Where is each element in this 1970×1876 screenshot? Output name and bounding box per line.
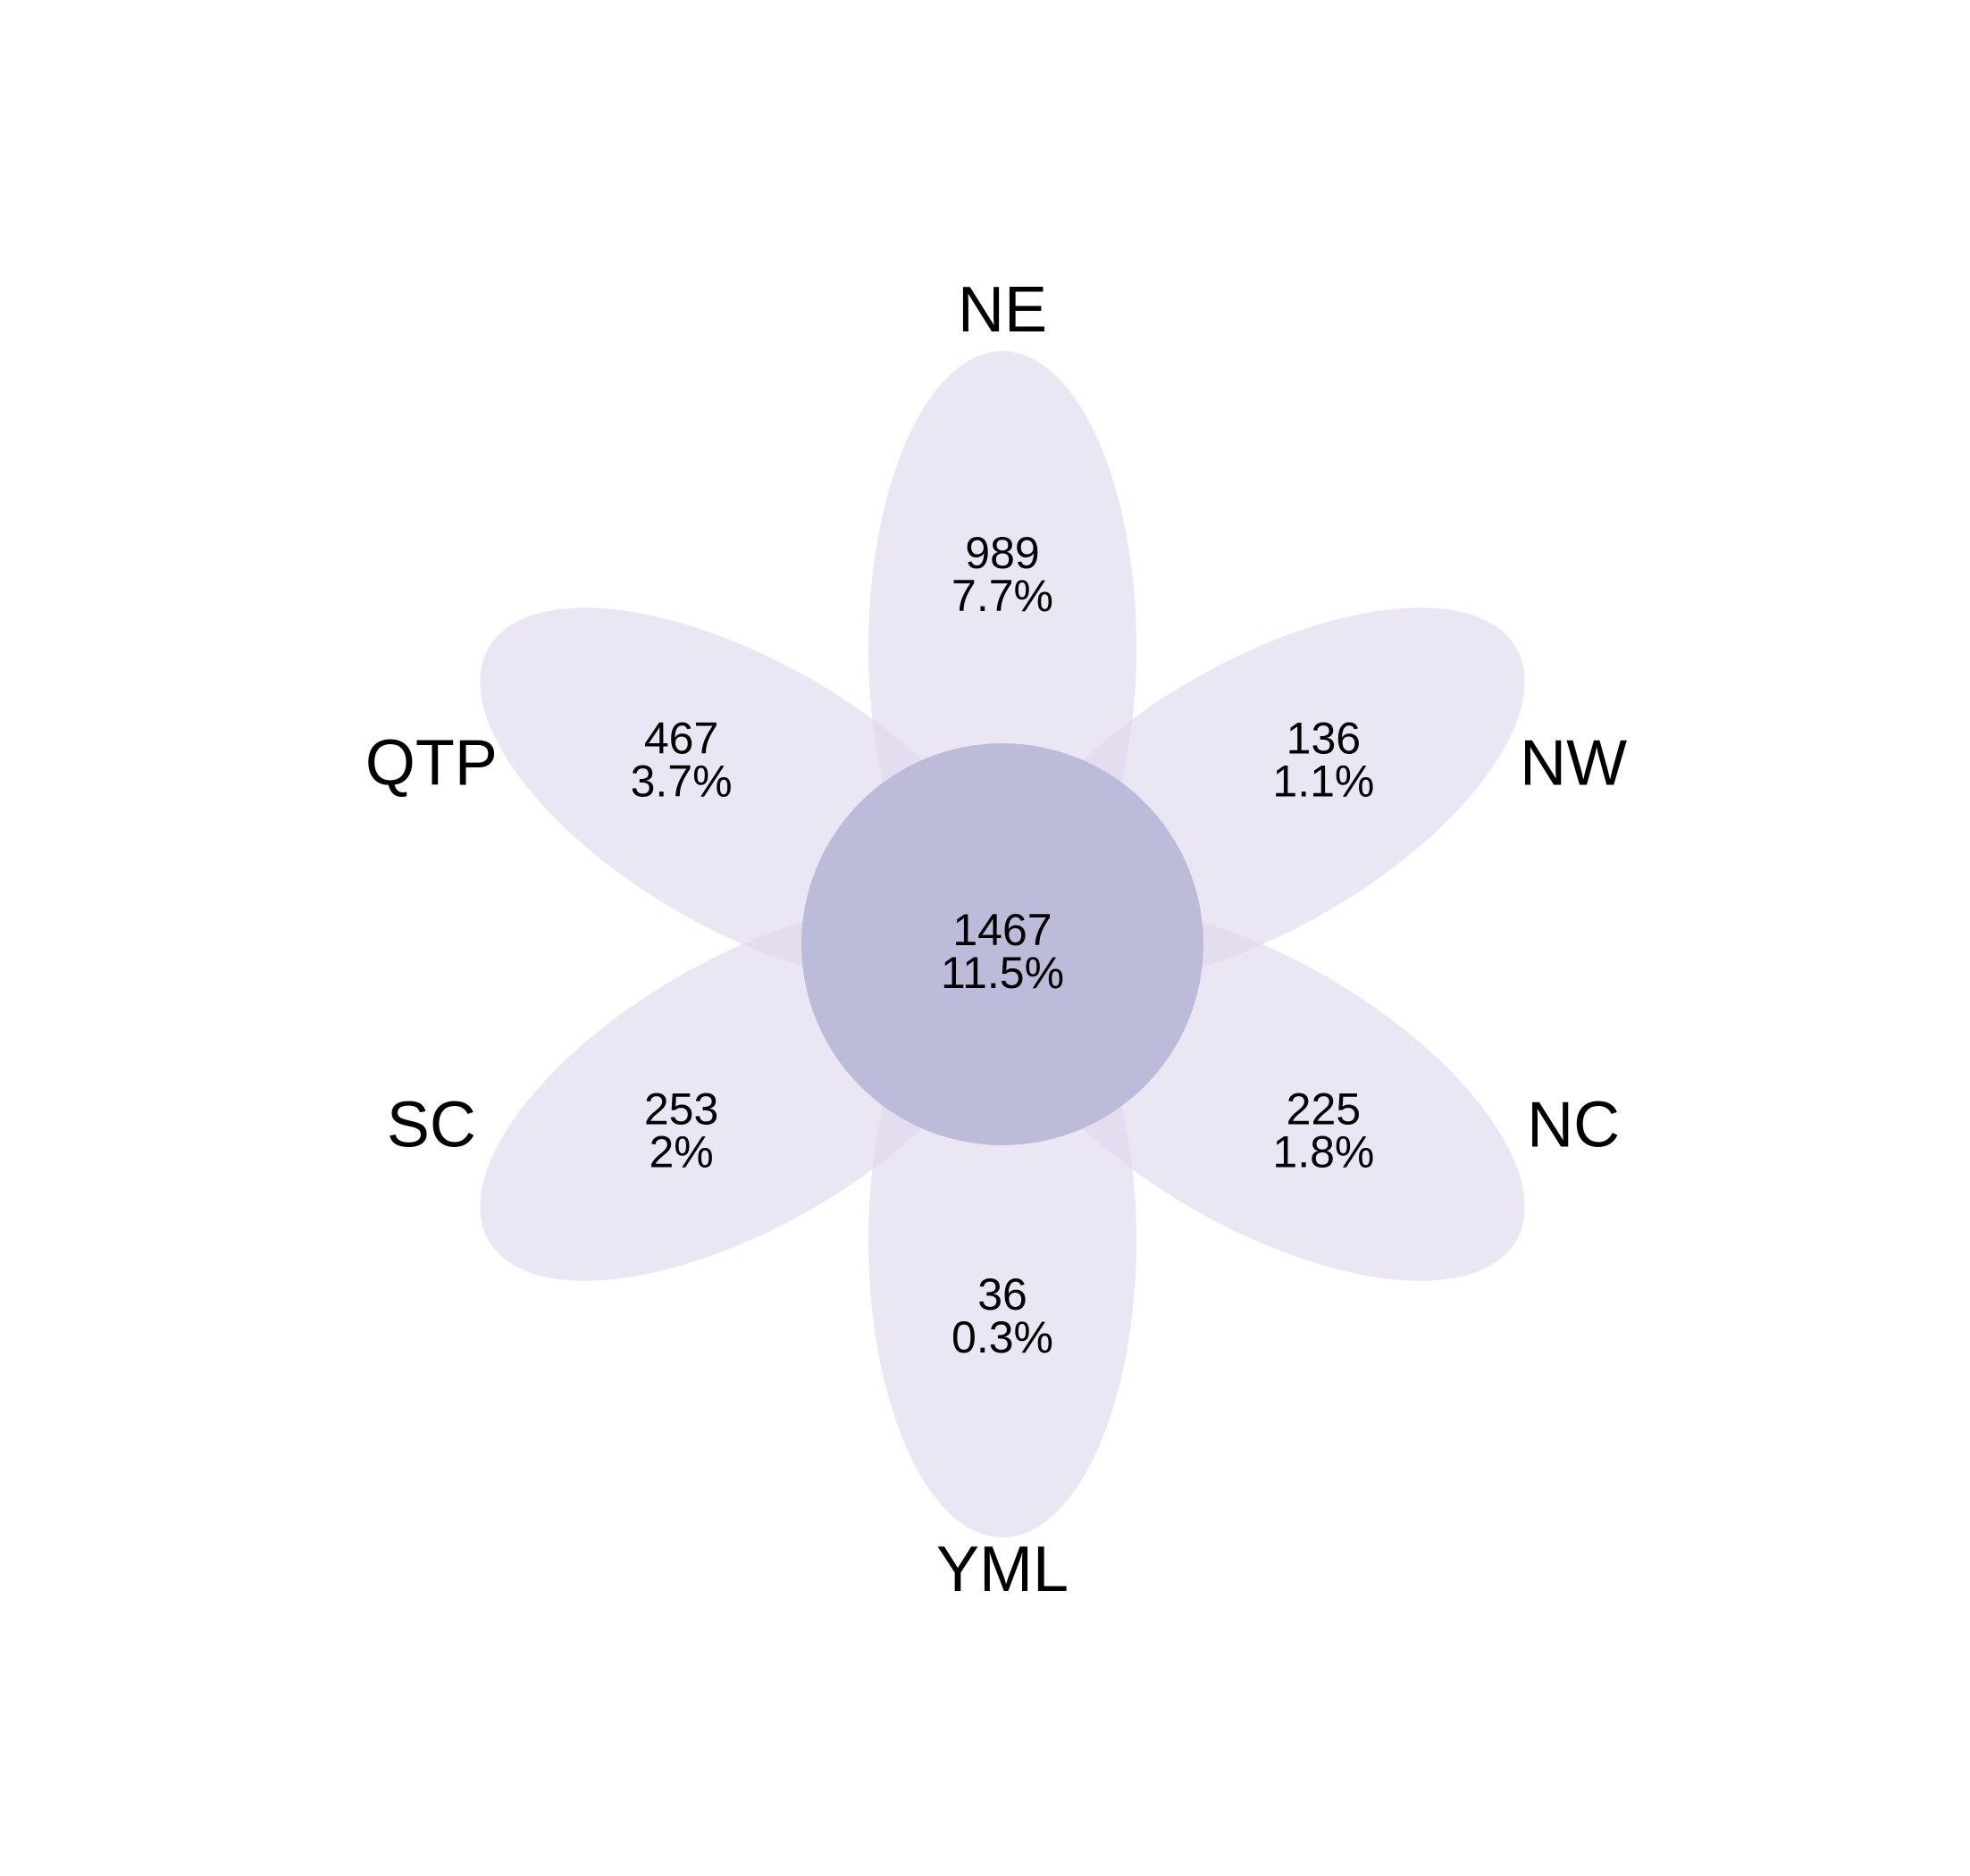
petal-count-nw: 136 xyxy=(1287,714,1361,764)
set-label-nc: NC xyxy=(1527,1090,1620,1161)
petal-count-yml: 36 xyxy=(977,1269,1027,1319)
petal-percent-nc: 1.8% xyxy=(1272,1127,1374,1177)
petal-count-qtp: 467 xyxy=(644,714,718,764)
petal-count-ne: 989 xyxy=(965,528,1039,578)
set-label-yml: YML xyxy=(936,1534,1069,1605)
petal-count-sc: 253 xyxy=(644,1085,718,1135)
core-circle xyxy=(801,743,1203,1145)
set-label-ne: NE xyxy=(958,274,1047,346)
core-percent: 11.5% xyxy=(941,948,1064,998)
set-label-sc: SC xyxy=(387,1090,476,1161)
petal-percent-sc: 2% xyxy=(649,1127,713,1177)
petal-percent-yml: 0.3% xyxy=(951,1312,1053,1362)
core-count: 1467 xyxy=(952,905,1052,955)
set-label-qtp: QTP xyxy=(365,728,498,800)
petal-percent-qtp: 3.7% xyxy=(631,757,733,807)
petal-percent-nw: 1.1% xyxy=(1272,757,1374,807)
petal-count-nc: 225 xyxy=(1287,1085,1361,1135)
petal-percent-ne: 7.7% xyxy=(951,571,1053,621)
set-label-nw: NW xyxy=(1520,728,1627,800)
